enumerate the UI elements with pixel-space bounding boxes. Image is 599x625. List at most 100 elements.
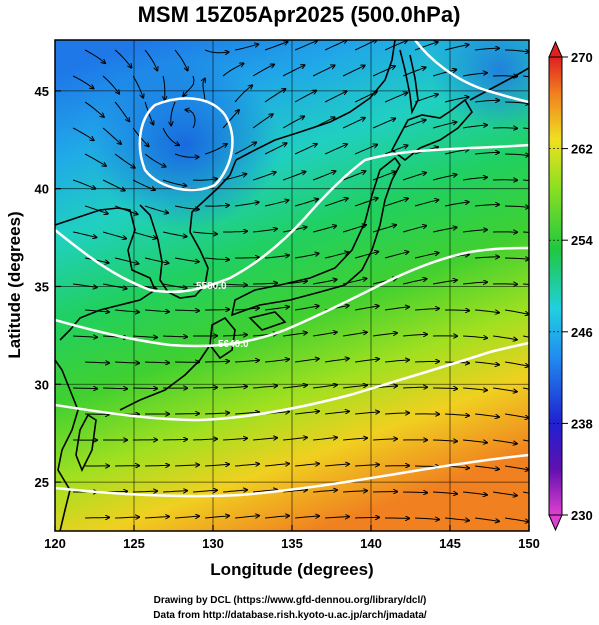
colorbar: 270 262 254 246 238 230 — [548, 40, 593, 532]
wind-arrow — [235, 412, 259, 414]
y-tick-label: 35 — [35, 279, 49, 294]
wind-arrow — [463, 388, 487, 390]
chart-title: MSM 15Z05Apr2025 (500.0hPa) — [138, 2, 461, 27]
wind-arrow — [505, 309, 529, 314]
wind-arrow — [265, 307, 289, 311]
contour-5700 — [55, 341, 529, 422]
wind-arrow — [234, 44, 258, 51]
wind-arrow — [403, 334, 427, 336]
wind-arrow — [354, 198, 378, 207]
wind-arrow — [265, 516, 289, 518]
wind-arrow — [463, 177, 487, 181]
wind-arrow — [73, 283, 97, 287]
wind-arrow — [312, 226, 336, 233]
wind-arrow — [355, 465, 379, 466]
wind-arrow — [252, 65, 274, 77]
coastline-shikoku — [248, 311, 287, 331]
wind-arrow — [72, 179, 95, 189]
wind-arrow — [72, 75, 93, 89]
wind-arrow — [463, 491, 487, 495]
colorbar-gradient — [548, 56, 563, 516]
wind-arrow — [313, 332, 337, 337]
wind-arrow — [505, 206, 529, 207]
wind-arrow — [475, 100, 499, 102]
wind-arrow — [313, 385, 337, 389]
wind-arrow — [475, 361, 499, 365]
x-axis-ticks: 120 125 130 135 140 145 150 — [44, 525, 540, 551]
wind-arrow — [193, 439, 217, 440]
wind-arrow — [252, 172, 276, 181]
wind-arrow — [223, 284, 247, 285]
x-axis-label: Longitude (degrees) — [210, 560, 373, 579]
y-tick-label: 45 — [35, 84, 49, 99]
wind-arrow — [505, 361, 529, 366]
wind-arrow — [493, 335, 517, 340]
wind-arrow — [203, 79, 205, 103]
wind-arrow — [294, 199, 318, 207]
wind-arrow — [235, 257, 259, 258]
wind-arrow — [171, 101, 176, 125]
wind-arrow — [223, 438, 247, 440]
wind-arrow — [445, 310, 469, 311]
wind-arrow — [523, 179, 529, 182]
wind-arrow — [463, 230, 487, 233]
contour-5640 — [55, 246, 529, 348]
wind-arrow — [102, 75, 119, 94]
wind-arrow — [372, 225, 396, 233]
wind-arrow — [205, 516, 229, 518]
map-plot-area: 5580.0 5640.0 120 125 130 135 140 145 150 25 30… — [35, 39, 540, 551]
colorbar-tick-label: 246 — [571, 325, 593, 340]
wind-arrow — [414, 200, 438, 207]
wind-arrow — [384, 93, 407, 103]
y-tick-label: 25 — [35, 475, 49, 490]
wind-arrow — [163, 491, 187, 492]
wind-arrow — [103, 283, 127, 289]
wind-arrow — [475, 152, 499, 154]
colorbar-tick-label: 262 — [571, 142, 593, 157]
wind-arrow — [523, 491, 529, 494]
y-tick-label: 40 — [35, 182, 49, 197]
wind-arrow — [175, 465, 199, 466]
wind-arrow — [414, 42, 438, 51]
wind-arrow — [144, 257, 168, 263]
wind-arrow — [505, 154, 529, 156]
wind-arrow — [145, 362, 169, 363]
contour-5760 — [55, 453, 529, 498]
x-tick-label: 145 — [439, 536, 461, 551]
wind-arrow — [223, 490, 247, 492]
wind-arrow — [475, 257, 499, 258]
wind-arrow — [463, 282, 487, 284]
wind-arrow — [205, 309, 229, 310]
wind-arrow — [324, 40, 347, 51]
wind-arrow — [145, 465, 169, 466]
coastline-russia — [235, 40, 396, 161]
wind-arrow — [475, 309, 499, 313]
wind-arrow — [252, 114, 273, 129]
wind-arrow — [373, 333, 397, 337]
wind-arrow — [174, 49, 188, 70]
geopotential-contours — [55, 40, 529, 498]
wind-arrow — [175, 414, 199, 415]
wind-arrow — [235, 202, 259, 207]
wind-arrow — [253, 490, 277, 492]
wind-arrow — [342, 118, 365, 129]
wind-arrow — [84, 101, 104, 117]
wind-arrow — [222, 64, 243, 77]
wind-arrow — [355, 359, 379, 363]
wind-arrow — [102, 231, 126, 239]
wind-arrow — [312, 65, 335, 77]
wind-arrow — [282, 116, 304, 129]
wind-arrow — [283, 385, 307, 389]
wind-arrow — [295, 411, 319, 415]
y-axis-label: Latitude (degrees) — [5, 211, 24, 358]
wind-arrow — [85, 517, 109, 518]
wind-arrow — [372, 66, 395, 77]
wind-arrow — [295, 254, 319, 259]
wind-arrow — [324, 144, 347, 155]
wind-arrow — [235, 360, 259, 362]
wind-arrow — [355, 517, 379, 518]
wind-arrow — [523, 231, 529, 233]
wind-arrow — [313, 490, 337, 492]
wind-arrow — [343, 332, 367, 337]
wind-arrow — [235, 516, 259, 519]
